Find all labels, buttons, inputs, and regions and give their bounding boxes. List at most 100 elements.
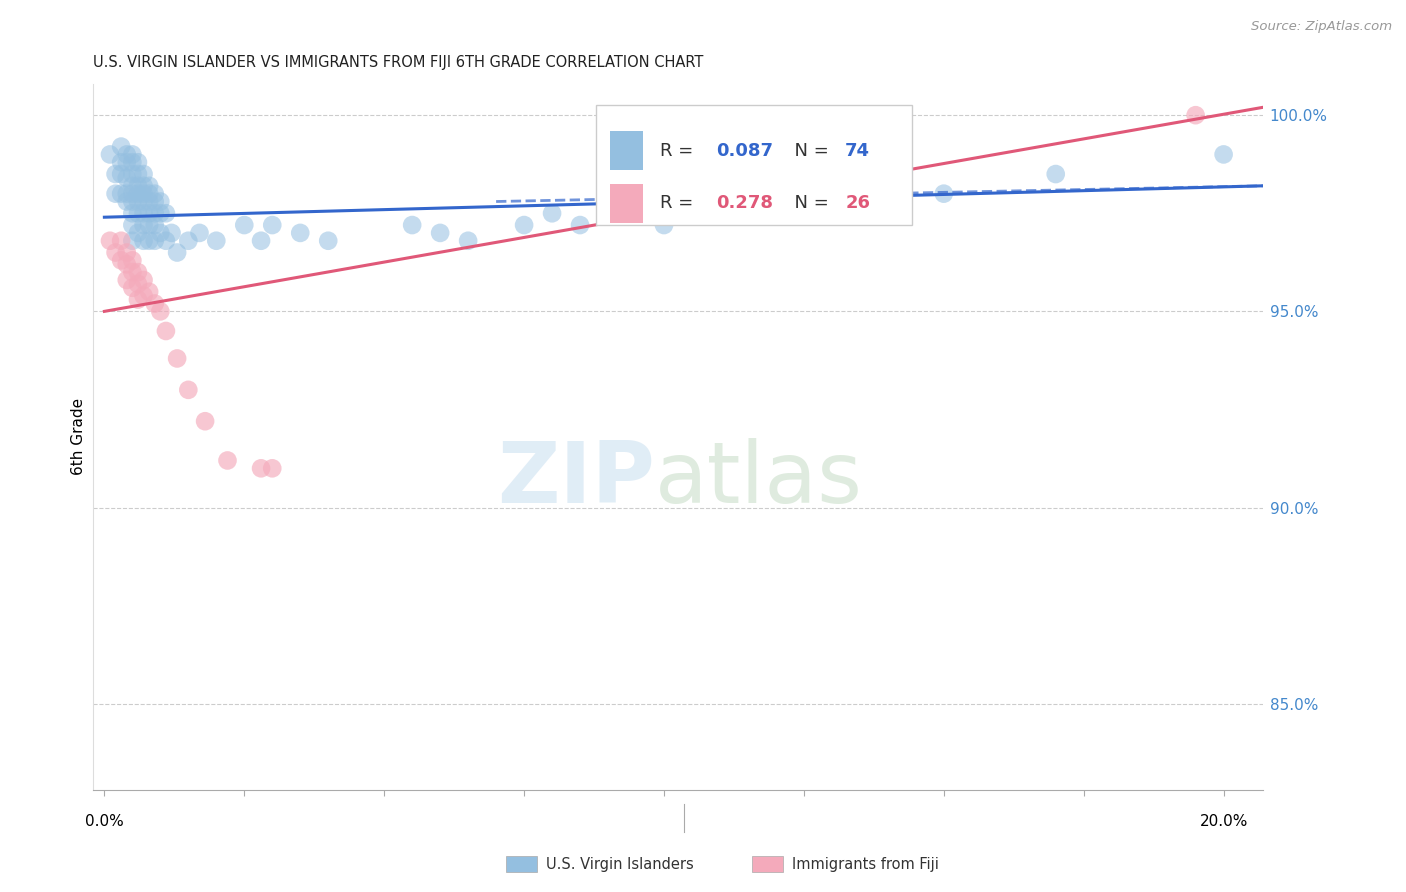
Point — [149, 226, 172, 240]
Point — [127, 155, 149, 169]
Point — [132, 288, 155, 302]
Point — [166, 245, 188, 260]
Point — [138, 218, 160, 232]
Point — [821, 194, 844, 209]
Point — [1212, 147, 1234, 161]
Point — [121, 206, 143, 220]
Text: R =: R = — [661, 194, 699, 212]
Point — [121, 265, 143, 279]
Point — [110, 167, 132, 181]
Text: 20.0%: 20.0% — [1199, 814, 1247, 829]
Text: 26: 26 — [845, 194, 870, 212]
Point — [143, 234, 166, 248]
Point — [121, 281, 143, 295]
Text: 0.087: 0.087 — [717, 142, 773, 160]
FancyBboxPatch shape — [596, 105, 912, 225]
Point — [110, 234, 132, 248]
Point — [115, 171, 138, 186]
Point — [132, 206, 155, 220]
Point — [98, 234, 121, 248]
Point — [127, 265, 149, 279]
Point — [132, 186, 155, 201]
Point — [188, 226, 211, 240]
Point — [121, 186, 143, 201]
Point — [149, 206, 172, 220]
Point — [624, 206, 647, 220]
Point — [115, 147, 138, 161]
Point — [155, 324, 177, 338]
Point — [932, 186, 955, 201]
Point — [143, 206, 166, 220]
Point — [205, 234, 228, 248]
Point — [127, 167, 149, 181]
Point — [127, 186, 149, 201]
Point — [143, 296, 166, 310]
Point — [155, 234, 177, 248]
Point — [457, 234, 479, 248]
Text: R =: R = — [661, 142, 699, 160]
Point — [110, 139, 132, 153]
Point — [121, 194, 143, 209]
Text: N =: N = — [783, 142, 835, 160]
Point — [132, 273, 155, 287]
Point — [233, 218, 256, 232]
Point — [115, 186, 138, 201]
Point — [127, 206, 149, 220]
Point — [143, 186, 166, 201]
Point — [110, 186, 132, 201]
Point — [138, 194, 160, 209]
Text: Source: ZipAtlas.com: Source: ZipAtlas.com — [1251, 20, 1392, 33]
Bar — [610, 131, 643, 170]
Point — [115, 257, 138, 271]
Point — [132, 234, 155, 248]
Point — [127, 178, 149, 193]
Text: N =: N = — [783, 194, 835, 212]
Point — [121, 253, 143, 268]
Point — [194, 414, 217, 428]
Text: U.S. Virgin Islanders: U.S. Virgin Islanders — [546, 857, 693, 871]
Point — [652, 218, 675, 232]
Point — [569, 218, 592, 232]
Point — [121, 167, 143, 181]
Point — [98, 147, 121, 161]
Point — [104, 186, 127, 201]
Point — [127, 194, 149, 209]
Point — [541, 206, 564, 220]
Point — [143, 218, 166, 232]
Point — [709, 206, 731, 220]
Text: U.S. VIRGIN ISLANDER VS IMMIGRANTS FROM FIJI 6TH GRADE CORRELATION CHART: U.S. VIRGIN ISLANDER VS IMMIGRANTS FROM … — [93, 55, 703, 70]
Point — [132, 194, 155, 209]
Point — [166, 351, 188, 366]
Point — [138, 178, 160, 193]
Point — [138, 186, 160, 201]
Text: 0.278: 0.278 — [717, 194, 773, 212]
Point — [149, 194, 172, 209]
Point — [110, 155, 132, 169]
Point — [316, 234, 339, 248]
Point — [177, 234, 200, 248]
Point — [121, 218, 143, 232]
Point — [121, 155, 143, 169]
Point — [110, 253, 132, 268]
Point — [132, 178, 155, 193]
Text: Immigrants from Fiji: Immigrants from Fiji — [792, 857, 938, 871]
Point — [177, 383, 200, 397]
Y-axis label: 6th Grade: 6th Grade — [72, 399, 86, 475]
Point — [160, 226, 183, 240]
Text: atlas: atlas — [655, 438, 863, 521]
Point — [262, 461, 284, 475]
Point — [132, 167, 155, 181]
Point — [513, 218, 536, 232]
Point — [401, 218, 423, 232]
Point — [290, 226, 312, 240]
Point — [429, 226, 451, 240]
Point — [104, 167, 127, 181]
Point — [250, 461, 273, 475]
Point — [104, 245, 127, 260]
Text: 74: 74 — [845, 142, 870, 160]
Point — [138, 285, 160, 299]
Point — [115, 245, 138, 260]
Point — [143, 194, 166, 209]
Text: ZIP: ZIP — [496, 438, 655, 521]
Point — [1184, 108, 1206, 122]
